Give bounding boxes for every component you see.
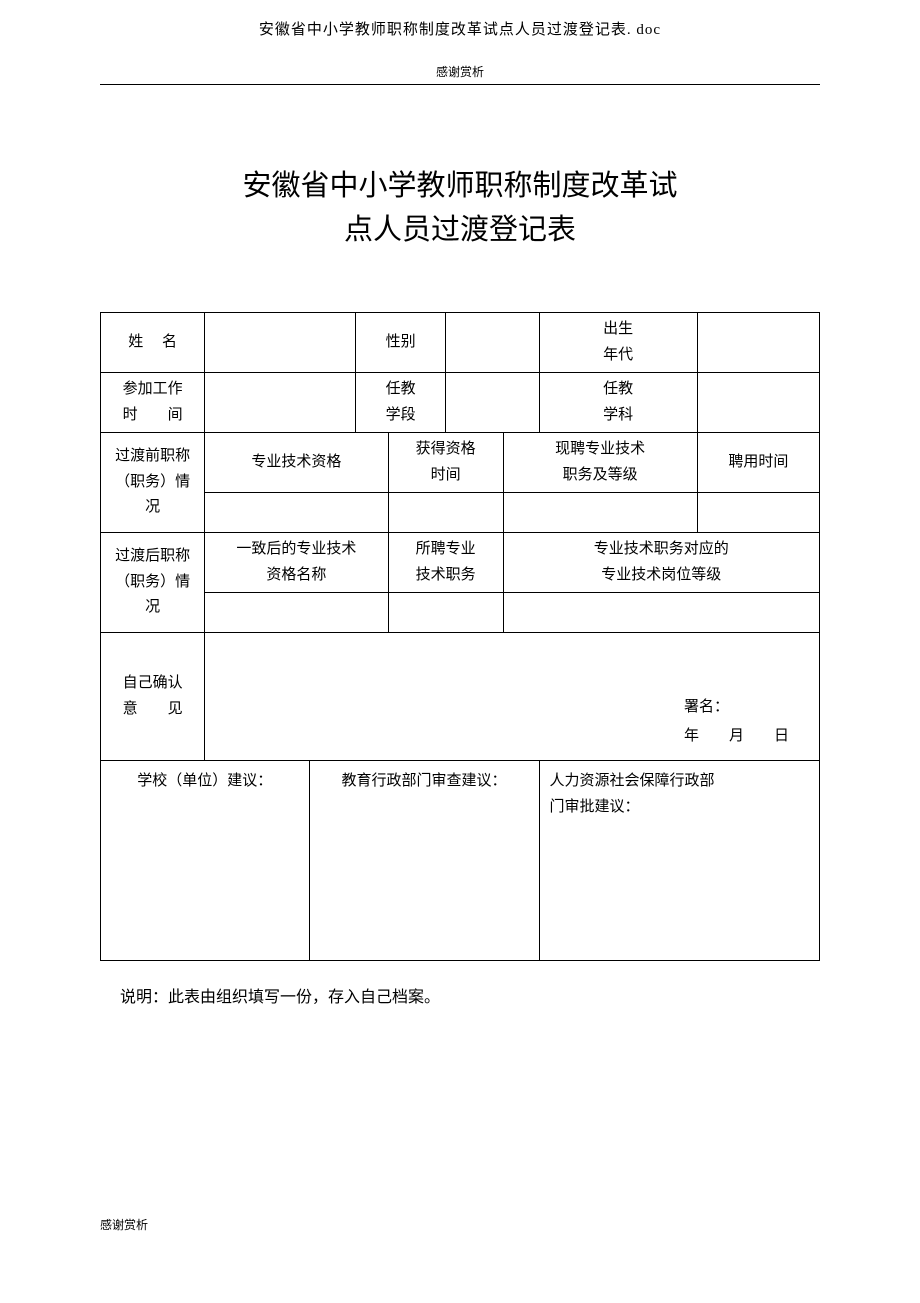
title-line-1: 安徽省中小学教师职称制度改革试 (242, 170, 677, 202)
label-date: 年 月 日 (684, 728, 789, 744)
label-current-1: 现聘专业技术 (555, 441, 645, 457)
label-sign: 署名： (684, 699, 729, 715)
label-post-2: （职务）情 (115, 574, 190, 590)
field-hired-pos (388, 593, 503, 633)
label-prof-qual: 专业技术资格 (205, 433, 388, 493)
signature-block: 署名： 年 月 日 (684, 693, 789, 750)
label-unified-2: 资格名称 (266, 567, 326, 583)
thanks-top: 感谢赏析 (0, 63, 920, 84)
label-pre-1: 过渡前职称 (115, 448, 190, 464)
divider-top (100, 84, 820, 85)
label-edu: 教育行政部门审查建议： (320, 769, 529, 795)
title-line-2: 点人员过渡登记表 (344, 214, 576, 246)
label-work-1: 参加工作 (123, 381, 183, 397)
label-birth: 出生 年代 (539, 313, 697, 373)
label-self-1: 自己确认 (123, 675, 183, 691)
label-level-1: 专业技术职务对应的 (594, 541, 729, 557)
field-name (205, 313, 356, 373)
label-school: 学校（单位）建议： (111, 769, 299, 795)
label-qual-time-1: 获得资格 (416, 441, 476, 457)
label-post-title: 过渡后职称 （职务）情 况 (101, 533, 205, 633)
label-teach-subj-2: 学科 (603, 407, 633, 423)
note-text: 说明：此表由组织填写一份，存入自己档案。 (120, 983, 820, 1007)
label-self-confirm: 自己确认 意 见 (101, 633, 205, 761)
label-qual-time: 获得资格 时间 (388, 433, 503, 493)
label-birth-2: 年代 (603, 347, 633, 363)
label-hr-2: 门审批建议： (550, 799, 640, 815)
field-birth (697, 313, 819, 373)
thanks-bottom: 感谢赏析 (100, 1216, 148, 1233)
label-current: 现聘专业技术 职务及等级 (503, 433, 697, 493)
label-teach-subj-1: 任教 (603, 381, 633, 397)
field-prof-qual (205, 493, 388, 533)
label-pre-title: 过渡前职称 （职务）情 况 (101, 433, 205, 533)
label-teach-stage-2: 学段 (386, 407, 416, 423)
file-header: 安徽省中小学教师职称制度改革试点人员过渡登记表. doc (0, 0, 920, 39)
label-pre-2: （职务）情 (115, 474, 190, 490)
label-hired-pos-1: 所聘专业 (416, 541, 476, 557)
form-table-wrap: 姓 名 性别 出生 年代 参加工作 时 间 任教 学段 任教 学科 过渡前职称 … (100, 312, 820, 961)
field-hire-time (697, 493, 819, 533)
label-gender: 性别 (356, 313, 446, 373)
field-edu-suggest: 教育行政部门审查建议： (309, 761, 539, 961)
label-level: 专业技术职务对应的 专业技术岗位等级 (503, 533, 819, 593)
field-self-confirm: 署名： 年 月 日 (205, 633, 820, 761)
label-level-2: 专业技术岗位等级 (601, 567, 721, 583)
label-hire-time: 聘用时间 (697, 433, 819, 493)
label-hr-1: 人力资源社会保障行政部 (550, 773, 715, 789)
field-gender (446, 313, 539, 373)
label-current-2: 职务及等级 (563, 467, 638, 483)
label-teach-stage: 任教 学段 (356, 373, 446, 433)
field-current (503, 493, 697, 533)
page-title: 安徽省中小学教师职称制度改革试 点人员过渡登记表 (0, 165, 920, 252)
field-school-suggest: 学校（单位）建议： (101, 761, 310, 961)
label-post-3: 况 (145, 599, 160, 615)
label-hired-pos: 所聘专业 技术职务 (388, 533, 503, 593)
label-qual-time-2: 时间 (431, 467, 461, 483)
label-unified: 一致后的专业技术 资格名称 (205, 533, 388, 593)
label-teach-subj: 任教 学科 (539, 373, 697, 433)
field-qual-time (388, 493, 503, 533)
label-work-2: 时 间 (123, 407, 183, 423)
label-hired-pos-2: 技术职务 (416, 567, 476, 583)
field-teach-subj (697, 373, 819, 433)
label-pre-3: 况 (145, 499, 160, 515)
label-worktime: 参加工作 时 间 (101, 373, 205, 433)
form-table: 姓 名 性别 出生 年代 参加工作 时 间 任教 学段 任教 学科 过渡前职称 … (100, 312, 820, 961)
field-unified (205, 593, 388, 633)
label-post-1: 过渡后职称 (115, 548, 190, 564)
label-name: 姓 名 (101, 313, 205, 373)
label-unified-1: 一致后的专业技术 (236, 541, 356, 557)
field-worktime (205, 373, 356, 433)
label-teach-stage-1: 任教 (386, 381, 416, 397)
field-level (503, 593, 819, 633)
field-hr-suggest: 人力资源社会保障行政部 门审批建议： (539, 761, 819, 961)
field-teach-stage (446, 373, 539, 433)
label-self-2: 意 见 (123, 701, 183, 717)
label-birth-1: 出生 (603, 321, 633, 337)
